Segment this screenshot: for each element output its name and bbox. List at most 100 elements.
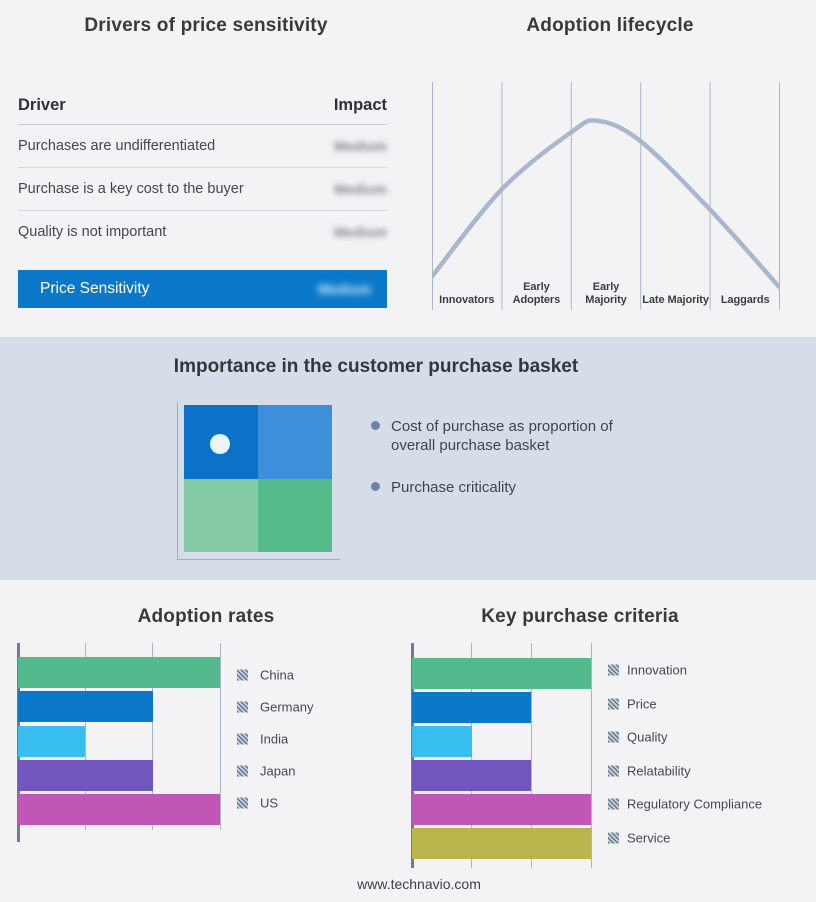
legend-label: US [260, 795, 279, 811]
legend-item-relatability: Relatability [608, 763, 691, 778]
legend-item-china: China [237, 668, 294, 683]
bullet-icon [371, 482, 380, 492]
quadrant-cell-2 [184, 478, 258, 552]
table-row: Purchase is a key cost to the buyer Mediu… [18, 168, 387, 211]
table-row: Purchases are undifferentiated Medium [18, 125, 387, 168]
bar-service [412, 828, 591, 859]
driver-cell: Quality is not important [18, 224, 167, 240]
gridline [219, 643, 221, 830]
hatched-swatch-icon [608, 731, 619, 743]
adoption-rates-legend: China Germany India Japan US [237, 643, 437, 842]
hatched-swatch-icon [608, 832, 619, 844]
gridline [471, 643, 473, 868]
quadrant-y-axis [177, 402, 178, 560]
quadrant-cell-3 [258, 478, 332, 552]
lifecycle-section-title: Adoption lifecycle [526, 15, 694, 36]
legend-item-service: Service [608, 831, 670, 846]
legend-label: India [260, 731, 289, 747]
legend-item-india: India [237, 732, 288, 747]
purchase-basket-band: Importance in the customer purchase bask… [0, 337, 816, 580]
hatched-swatch-icon [237, 669, 248, 681]
column-header-impact: Impact [333, 96, 387, 114]
bar-china [18, 657, 220, 688]
legend-label: Price [627, 696, 657, 712]
lifecycle-stage-labels: Innovators Early Adopters Early Majority La… [432, 281, 780, 310]
lifecycle-curve [432, 118, 780, 290]
drivers-table-header: Driver Impact [18, 96, 387, 125]
stage-label: Early Adopters [512, 280, 561, 306]
website-url: www.technavio.com [357, 876, 481, 892]
bar-relatability [412, 760, 532, 791]
quadrant-matrix [184, 405, 332, 552]
bullet-item: Cost of purchase as proportion of overal… [371, 417, 633, 455]
bullet-item: Purchase criticality [371, 478, 633, 497]
bar-us [18, 794, 220, 826]
bar-regulatory-compliance [412, 794, 591, 825]
gridline [590, 643, 592, 868]
legend-label: Germany [260, 699, 314, 715]
key-purchase-criteria-plot [411, 643, 592, 868]
stage-label: Early Majority [585, 280, 627, 306]
legend-label: Innovation [627, 662, 687, 678]
position-marker-dot [210, 434, 230, 454]
price-sensitivity-row: Price Sensitivity Medium [18, 270, 387, 308]
quadrant-cell-0 [184, 405, 258, 479]
legend-item-innovation: Innovation [608, 663, 687, 678]
hatched-swatch-icon [237, 765, 248, 777]
column-header-driver: Driver [18, 96, 66, 114]
basket-bullet-list: Cost of purchase as proportion of overal… [371, 417, 633, 520]
basket-section-title: Importance in the customer purchase bask… [173, 356, 579, 377]
bullet-text: Purchase criticality [391, 479, 517, 497]
hatched-swatch-icon [608, 698, 619, 710]
bar-quality [412, 726, 472, 757]
impact-cell-redacted: Medium [334, 138, 387, 154]
adoption-lifecycle-chart: Innovators Early Adopters Early Majority La… [432, 82, 780, 310]
impact-cell-redacted: Medium [334, 181, 387, 197]
bar-germany [18, 691, 153, 723]
stage-label: Late Majority [642, 293, 709, 306]
bar-innovation [412, 658, 591, 689]
legend-label: Relatability [627, 763, 691, 779]
legend-item-japan: Japan [237, 764, 295, 779]
gridline [84, 643, 86, 830]
bar-japan [18, 759, 153, 791]
legend-item-us: US [237, 796, 278, 811]
bullet-icon [371, 421, 380, 430]
adoption-rates-title: Adoption rates [137, 606, 275, 627]
summary-row-label: Price Sensitivity [40, 280, 150, 297]
hatched-swatch-icon [608, 664, 619, 676]
impact-cell-redacted: Medium [334, 224, 387, 240]
gridline [530, 643, 532, 868]
hatched-swatch-icon [237, 701, 248, 713]
summary-row-impact-redacted: Medium [318, 281, 371, 297]
hatched-swatch-icon [237, 733, 248, 745]
drivers-section-title: Drivers of price sensitivity [84, 15, 328, 36]
adoption-rates-plot [17, 643, 221, 842]
legend-item-regulatory-compliance: Regulatory Compliance [608, 797, 762, 812]
quadrant-cell-1 [258, 405, 332, 479]
table-row: Quality is not important Medium [18, 211, 387, 253]
legend-item-germany: Germany [237, 700, 313, 715]
key-purchase-criteria-title: Key purchase criteria [481, 606, 679, 627]
drivers-table-rows: Purchases are undifferentiated Medium Purc… [18, 125, 387, 253]
drivers-table: Driver Impact Purchases are undifferenti… [18, 96, 387, 253]
stage-label: Laggards [720, 293, 770, 306]
bar-price [412, 692, 532, 723]
hatched-swatch-icon [608, 798, 619, 810]
legend-label: Quality [627, 729, 668, 745]
legend-label: China [260, 667, 294, 683]
lifecycle-plot-area [432, 82, 780, 310]
legend-item-quality: Quality [608, 730, 667, 745]
hatched-swatch-icon [608, 765, 619, 777]
quadrant-x-axis [177, 559, 340, 560]
legend-label: Service [627, 830, 671, 846]
legend-item-price: Price [608, 696, 657, 711]
bullet-text: Cost of purchase as proportion of overal… [391, 418, 613, 455]
legend-label: Japan [260, 763, 296, 779]
hatched-swatch-icon [237, 797, 248, 809]
driver-cell: Purchases are undifferentiated [18, 138, 216, 154]
stage-label: Innovators [439, 293, 495, 306]
legend-label: Regulatory Compliance [627, 796, 763, 812]
bar-india [18, 725, 86, 757]
